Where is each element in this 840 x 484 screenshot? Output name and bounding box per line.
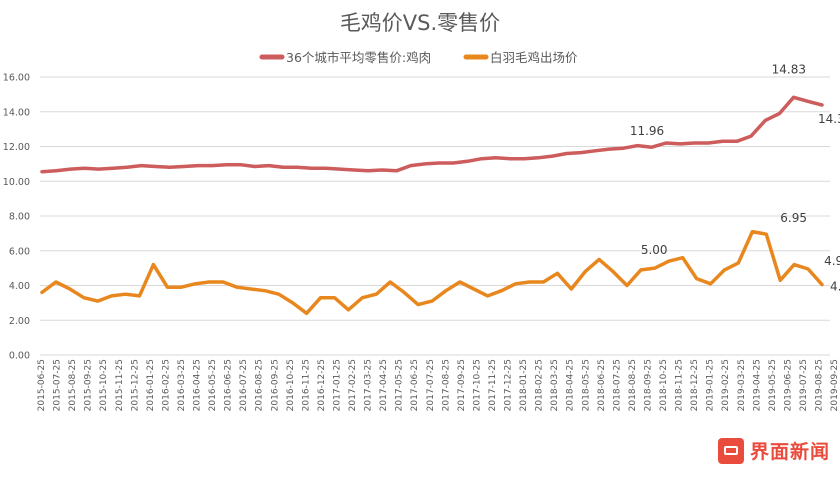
x-tick-label: 2019-06-25 bbox=[783, 359, 793, 411]
x-tick-label: 2018-09-25 bbox=[643, 359, 653, 411]
x-tick-label: 2016-07-25 bbox=[239, 359, 249, 411]
data-label: 14.83 bbox=[772, 62, 806, 76]
x-tick-label: 2015-10-25 bbox=[99, 359, 109, 411]
y-tick-label: 10.00 bbox=[3, 177, 30, 188]
x-tick-label: 2016-06-25 bbox=[224, 359, 234, 411]
series-line bbox=[40, 229, 824, 316]
data-label: 14.39 bbox=[818, 112, 840, 126]
jiemian-logo-icon bbox=[717, 437, 744, 464]
x-tick-label: 2018-10-25 bbox=[659, 359, 669, 411]
x-tick-label: 2017-04-25 bbox=[379, 359, 389, 411]
data-label: 5.00 bbox=[641, 243, 668, 257]
legend-label: 白羽毛鸡出场价 bbox=[490, 50, 578, 65]
x-tick-label: 2015-09-25 bbox=[84, 359, 94, 411]
y-tick-label: 16.00 bbox=[3, 73, 30, 84]
x-tick-label: 2016-02-25 bbox=[161, 359, 171, 411]
x-tick-label: 2019-07-25 bbox=[799, 359, 809, 411]
x-tick-label: 2019-08-25 bbox=[815, 359, 825, 411]
y-tick-label: 6.00 bbox=[9, 246, 30, 257]
x-tick-label: 2017-03-25 bbox=[364, 359, 374, 411]
x-tick-label: 2017-09-25 bbox=[457, 359, 467, 411]
x-tick-label: 2017-06-25 bbox=[410, 359, 420, 411]
x-tick-label: 2018-02-25 bbox=[535, 359, 545, 411]
x-tick-label: 2016-09-25 bbox=[270, 359, 280, 411]
x-tick-label: 2018-06-25 bbox=[597, 359, 607, 411]
x-tick-label: 2018-05-25 bbox=[581, 359, 591, 411]
x-tick-label: 2018-08-25 bbox=[628, 359, 638, 411]
y-tick-label: 14.00 bbox=[3, 107, 30, 118]
x-tick-label: 2017-02-25 bbox=[348, 359, 358, 411]
y-tick-label: 4.00 bbox=[9, 281, 30, 292]
x-tick-label: 2017-01-25 bbox=[332, 359, 342, 411]
y-tick-label: 8.00 bbox=[9, 212, 30, 223]
x-tick-label: 2016-12-25 bbox=[317, 359, 327, 411]
data-label: 4.95 bbox=[824, 254, 840, 268]
x-tick-label: 2017-07-25 bbox=[426, 359, 436, 411]
x-tick-label: 2019-02-25 bbox=[721, 359, 731, 411]
x-tick-label: 2018-11-25 bbox=[675, 359, 685, 411]
x-tick-label: 2016-01-25 bbox=[146, 359, 156, 411]
logo-text: 界面新闻 bbox=[749, 441, 830, 463]
x-tick-label: 2017-11-25 bbox=[488, 359, 498, 411]
data-label: 6.95 bbox=[780, 211, 807, 225]
x-tick-label: 2016-04-25 bbox=[193, 359, 203, 411]
x-tick-label: 2019-01-25 bbox=[706, 359, 716, 411]
x-tick-label: 2015-07-25 bbox=[53, 359, 63, 411]
x-tick-label: 2015-08-25 bbox=[68, 359, 78, 411]
x-tick-label: 2017-08-25 bbox=[441, 359, 451, 411]
chart-title: 毛鸡价VS.零售价 bbox=[340, 11, 500, 35]
x-tick-label: 2015-12-25 bbox=[130, 359, 140, 411]
x-tick-label: 2019-04-25 bbox=[752, 359, 762, 411]
x-tick-label: 2018-01-25 bbox=[519, 359, 529, 411]
data-label: 11.96 bbox=[630, 124, 664, 138]
x-tick-label: 2016-03-25 bbox=[177, 359, 187, 411]
y-tick-label: 12.00 bbox=[3, 142, 30, 153]
x-tick-label: 2016-05-25 bbox=[208, 359, 218, 411]
legend-label: 36个城市平均零售价:鸡肉 bbox=[286, 50, 431, 65]
x-tick-label: 2015-11-25 bbox=[115, 359, 125, 411]
x-tick-label: 2017-10-25 bbox=[472, 359, 482, 411]
x-tick-label: 2017-12-25 bbox=[504, 359, 514, 411]
x-tick-label: 2015-06-25 bbox=[37, 359, 47, 411]
x-tick-label: 2018-03-25 bbox=[550, 359, 560, 411]
series-line bbox=[40, 95, 824, 174]
x-tick-label: 2016-08-25 bbox=[255, 359, 265, 411]
x-tick-label: 2018-07-25 bbox=[612, 359, 622, 411]
x-tick-label: 2018-04-25 bbox=[566, 359, 576, 411]
data-label: 4.05 bbox=[830, 280, 840, 294]
jiemian-logo: 界面新闻 bbox=[717, 437, 830, 464]
y-tick-label: 0.00 bbox=[9, 351, 30, 362]
x-tick-label: 2019-03-25 bbox=[737, 359, 747, 411]
x-tick-label: 2018-12-25 bbox=[690, 359, 700, 411]
x-tick-label: 2019-05-25 bbox=[768, 359, 778, 411]
x-tick-label: 2019-09-25 bbox=[830, 359, 840, 411]
x-tick-label: 2017-05-25 bbox=[395, 359, 405, 411]
y-tick-label: 2.00 bbox=[9, 316, 30, 327]
x-tick-label: 2016-10-25 bbox=[286, 359, 296, 411]
x-tick-label: 2016-11-25 bbox=[301, 359, 311, 411]
